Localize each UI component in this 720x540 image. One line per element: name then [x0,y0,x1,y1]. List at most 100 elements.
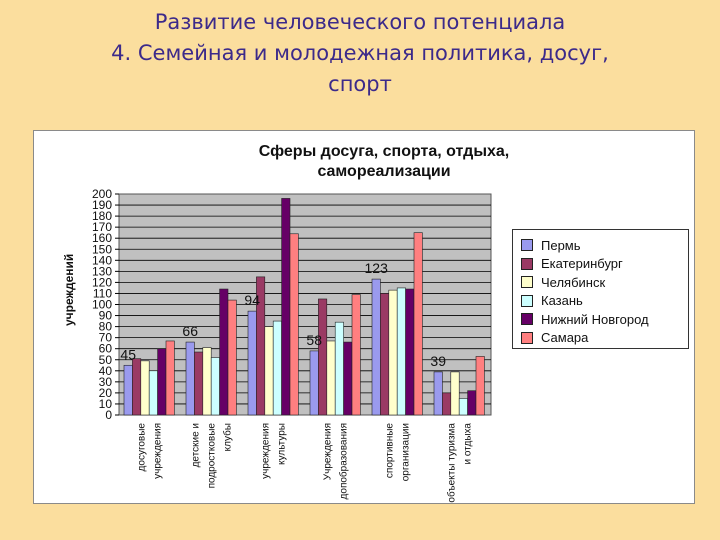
y-tick-label: 10 [99,397,113,411]
y-tick-label: 20 [99,386,113,400]
legend-item: Пермь [521,236,581,254]
y-tick-label: 30 [99,375,113,389]
legend-swatch [521,239,533,251]
y-tick-label: 150 [92,242,112,256]
y-tick-label: 140 [92,253,112,267]
bar [380,293,390,416]
y-tick-label: 130 [92,264,112,278]
bar [140,360,150,416]
legend-swatch [521,276,533,288]
bar [281,198,291,416]
bar [351,294,361,416]
legend-label: Казань [541,293,583,308]
slide-title-line2: 4. Семейная и молодежная политика, досуг… [111,41,609,65]
data-label: 94 [244,292,260,308]
data-label: 58 [306,332,322,348]
slide-title-line3: спорт [328,72,392,96]
bar [194,351,204,416]
bar [219,288,229,416]
y-tick-label: 180 [92,209,112,223]
chart-title-line1: Сферы досуга, спорта, отдыха, [258,143,510,160]
bar-chart: 0102030405060708090100110120130140150160… [92,187,492,503]
category-label: спортивные [385,423,396,479]
legend-label: Нижний Новгород [541,311,649,327]
bar [343,341,353,416]
category-label: учреждения [261,423,272,479]
bar [185,341,195,416]
bar [309,350,319,416]
legend-item: Екатеринбург [521,255,623,273]
bar [318,298,328,416]
bar [157,348,167,416]
category-label: объекты туризма [446,423,458,503]
bar [475,356,485,416]
category-label: досуговые [137,423,148,472]
bar [148,370,158,416]
bar [123,364,133,416]
bar [165,340,175,416]
bar [264,326,274,416]
y-tick-label: 90 [99,309,113,323]
bar [210,357,220,416]
chart-legend: Пермь Екатеринбург Челябинск Казань Нижний Н… [512,229,689,349]
legend-item: Казань [521,292,583,310]
y-tick-label: 100 [92,298,112,312]
y-tick-label: 160 [92,231,112,245]
chart-frame: Сферы досуга, спорта, отдыха, самореализ… [33,130,695,504]
bar [396,287,406,416]
bar [405,288,415,416]
legend-item: Нижний Новгород [521,310,649,328]
category-label: допобразования [338,423,350,499]
category-label: Учреждения [323,423,334,480]
bar [458,398,468,416]
y-tick-label: 50 [99,353,113,367]
bar [413,232,423,416]
slide-title-line1: Развитие человеческого потенциала [154,10,566,34]
legend-label: Пермь [541,237,581,253]
bar [450,371,460,416]
data-label: 123 [365,260,389,276]
legend-swatch [521,313,533,325]
y-tick-label: 0 [105,408,112,422]
y-tick-label: 170 [92,220,112,234]
category-label: клубы [222,423,234,451]
data-label: 45 [120,346,136,362]
category-label: учреждения [153,423,164,479]
category-label: организации [401,423,412,481]
bar [433,371,443,416]
bar [247,310,257,416]
category-label: и отдыха [463,423,474,465]
category-label: детские и [191,423,202,467]
bar [388,289,398,416]
category-label: подростковые [207,423,218,489]
bar [289,233,299,416]
legend-swatch [521,257,533,270]
y-tick-label: 60 [99,342,113,356]
legend-swatch [521,331,533,344]
y-tick-label: 40 [99,364,113,378]
bar [334,321,344,416]
legend-item: Самара [521,329,588,347]
bar [442,392,452,416]
legend-swatch [521,294,533,307]
bar [371,278,381,416]
bar [132,358,142,416]
data-label: 39 [430,353,446,369]
data-label: 66 [182,323,198,339]
legend-label: Екатеринбург [541,256,623,271]
category-label: культуры [277,423,288,465]
legend-item: Челябинск [521,273,605,291]
bar [467,390,477,416]
y-tick-label: 190 [92,198,112,212]
bar [227,299,237,416]
y-tick-label: 70 [99,331,113,345]
y-tick-label: 200 [92,187,112,201]
bar [202,347,212,416]
chart-title-line2: самореализации [317,163,451,180]
legend-label: Самара [541,330,589,345]
bar [272,320,282,416]
y-tick-label: 110 [93,286,112,300]
legend-label: Челябинск [541,274,606,290]
y-tick-label: 80 [99,320,113,334]
y-tick-label: 120 [92,275,112,289]
